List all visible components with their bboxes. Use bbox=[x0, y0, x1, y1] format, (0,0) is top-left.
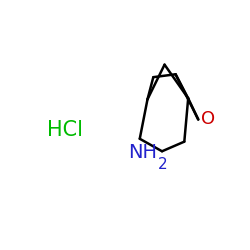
Text: NH: NH bbox=[128, 143, 157, 162]
Text: HCl: HCl bbox=[47, 120, 83, 140]
Text: O: O bbox=[201, 110, 215, 128]
Text: 2: 2 bbox=[158, 157, 167, 172]
